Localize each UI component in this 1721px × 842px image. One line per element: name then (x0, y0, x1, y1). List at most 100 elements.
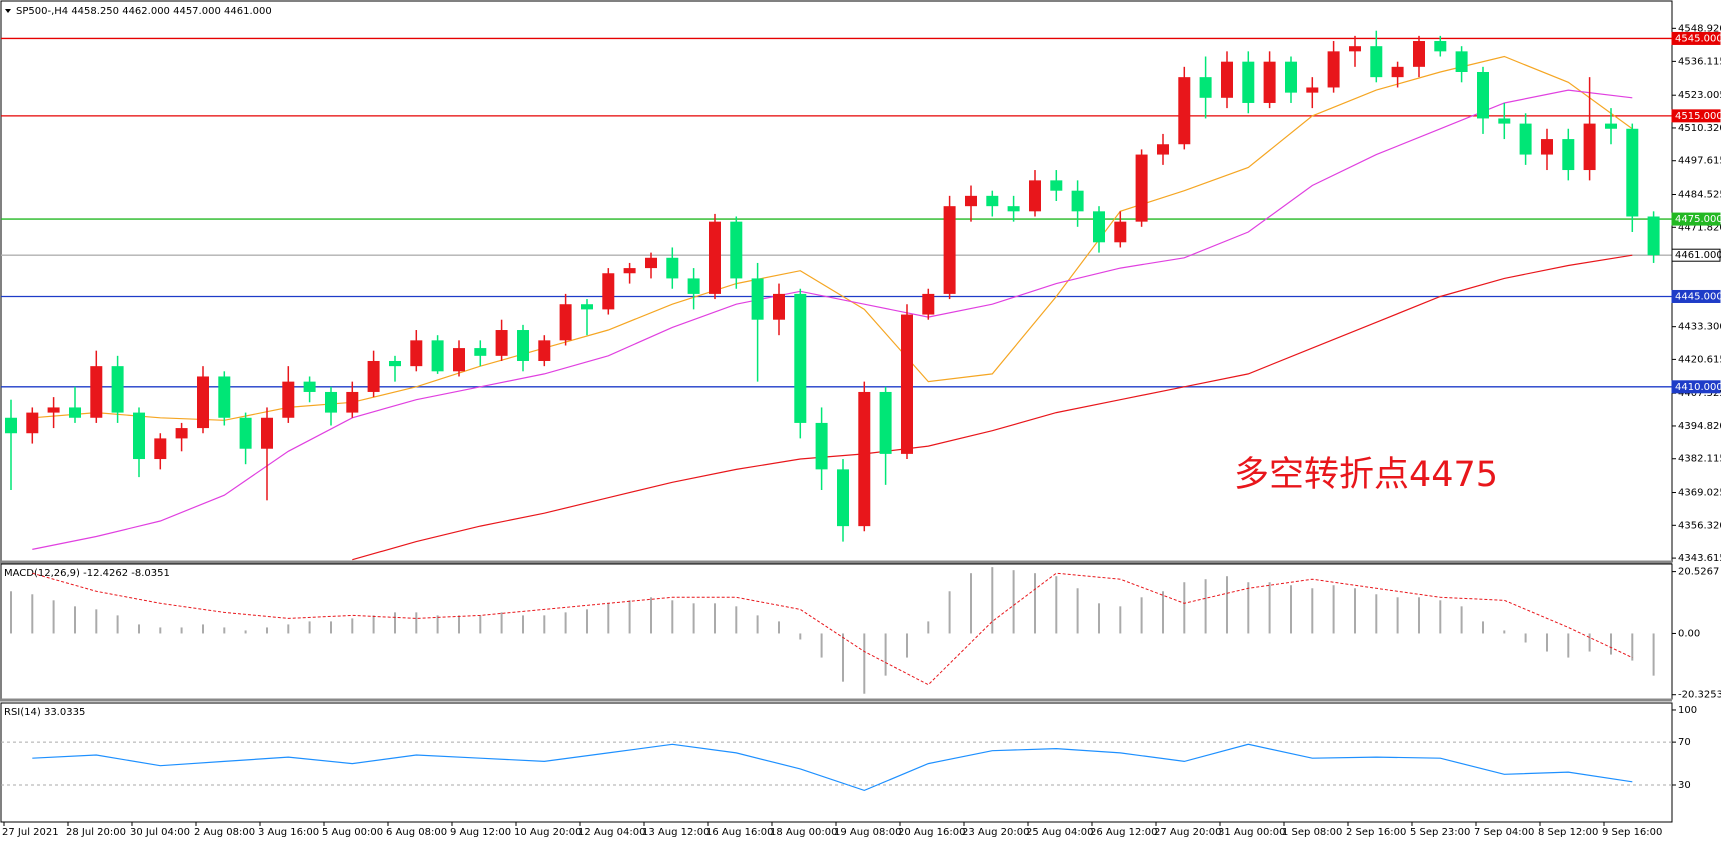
candle-body (1605, 123, 1617, 129)
candle-body (1242, 61, 1255, 103)
menu-arrow[interactable] (5, 9, 11, 13)
y-tick-label: 4394.820 (1678, 421, 1721, 432)
candle-body (282, 381, 295, 418)
x-tick-label: 9 Aug 12:00 (450, 827, 511, 838)
x-tick-label: 25 Aug 04:00 (1026, 827, 1093, 838)
x-tick-label: 5 Sep 23:00 (1410, 827, 1470, 838)
candle-body (1093, 211, 1105, 243)
level-label: 4445.000 (1675, 291, 1721, 302)
x-tick-label: 7 Sep 04:00 (1474, 827, 1534, 838)
candle-body (453, 348, 465, 372)
candle-body (559, 304, 572, 341)
y-tick-label: 4356.320 (1678, 520, 1721, 531)
level-tag (1671, 212, 1721, 226)
y-tick-label: 4420.615 (1678, 354, 1721, 365)
candle-body (815, 422, 828, 470)
x-tick-label: 8 Sep 12:00 (1538, 827, 1598, 838)
candle-body (794, 293, 807, 423)
x-tick-label: 2 Aug 08:00 (194, 827, 255, 838)
level-label: 4461.000 (1675, 250, 1721, 261)
candle-body (1541, 139, 1553, 155)
line (32, 572, 1633, 686)
x-tick-label: 12 Aug 04:00 (578, 827, 645, 838)
y-tick-label: 4523.005 (1678, 90, 1721, 101)
candle-body (709, 221, 721, 294)
x-tick-label: 2 Sep 16:00 (1346, 827, 1406, 838)
candle-body (1199, 77, 1212, 98)
candle-body (495, 330, 508, 356)
x-tick-label: 5 Aug 00:00 (322, 827, 383, 838)
candle-body (1050, 180, 1063, 191)
candle-body (645, 257, 657, 269)
candle-body (1007, 206, 1020, 212)
y-tick-label: 4497.615 (1678, 156, 1721, 167)
candle-body (623, 268, 636, 274)
x-tick-label: 1 Sep 08:00 (1282, 827, 1342, 838)
candle-body (901, 314, 913, 454)
y-tick-label: 4510.320 (1678, 123, 1721, 134)
y-tick-label: 4484.525 (1678, 189, 1721, 200)
candle-body (218, 376, 231, 418)
candle-body (175, 428, 188, 439)
x-tick-label: 26 Aug 12:00 (1090, 827, 1157, 838)
x-tick-label: 31 Aug 00:00 (1218, 827, 1285, 838)
rsi-title: RSI(14) 33.0335 (4, 707, 85, 718)
line (32, 89, 1633, 550)
x-tick-label: 16 Aug 16:00 (706, 827, 773, 838)
candle-body (965, 195, 977, 207)
y-tick-label: 4433.300 (1678, 322, 1721, 333)
candle-body (346, 391, 359, 413)
x-tick-label: 28 Jul 20:00 (66, 827, 126, 838)
candle-body (602, 273, 615, 310)
candle-body (303, 381, 316, 392)
candle-body (666, 257, 679, 279)
candle-body (1285, 61, 1297, 93)
candle-body (1114, 221, 1127, 243)
candle-body (986, 195, 999, 207)
x-tick-label: 18 Aug 00:00 (770, 827, 837, 838)
candle-body (1349, 46, 1361, 52)
candle-body (69, 407, 81, 418)
candle-body (1391, 66, 1404, 78)
candle-body (922, 293, 935, 315)
candle-body (687, 278, 700, 294)
y-tick-label: 4471.820 (1678, 222, 1721, 233)
candle-body (431, 340, 444, 372)
candle-body (1498, 118, 1511, 124)
candle-body (1413, 41, 1425, 67)
candle-body (47, 407, 60, 413)
candle-body (858, 391, 871, 527)
candle-body (239, 417, 252, 449)
candle-body (325, 391, 337, 413)
x-tick-label: 13 Aug 12:00 (642, 827, 709, 838)
x-tick-label: 6 Aug 08:00 (386, 827, 447, 838)
x-tick-label: 20 Aug 16:00 (898, 827, 965, 838)
candle-body (5, 417, 17, 434)
candle-body (1327, 51, 1340, 88)
candle-body (1071, 190, 1084, 212)
x-tick-label: 10 Aug 20:00 (514, 827, 581, 838)
y-tick-label: -20.3253 (1678, 690, 1721, 701)
level-tag (1671, 289, 1721, 303)
candle-body (197, 376, 209, 429)
candle-body (1434, 41, 1447, 52)
line (32, 743, 1633, 792)
x-tick-label: 30 Jul 04:00 (130, 827, 190, 838)
candle-body (410, 340, 423, 367)
line (32, 55, 1633, 421)
candle-body (1263, 61, 1276, 103)
candle-body (581, 304, 593, 310)
x-tick-label: 27 Jul 2021 (2, 827, 59, 838)
y-tick-label: 4407.525 (1678, 388, 1721, 399)
candle-body (90, 366, 103, 418)
level-label: 4410.000 (1675, 382, 1721, 393)
candle-body (517, 330, 529, 361)
candle-body (1455, 51, 1468, 72)
candle-body (389, 360, 401, 367)
candle-body (1370, 46, 1383, 78)
candle-body (943, 206, 956, 294)
y-tick-label: 4369.025 (1678, 488, 1721, 499)
candle-body (1583, 123, 1596, 171)
line (352, 254, 1633, 561)
